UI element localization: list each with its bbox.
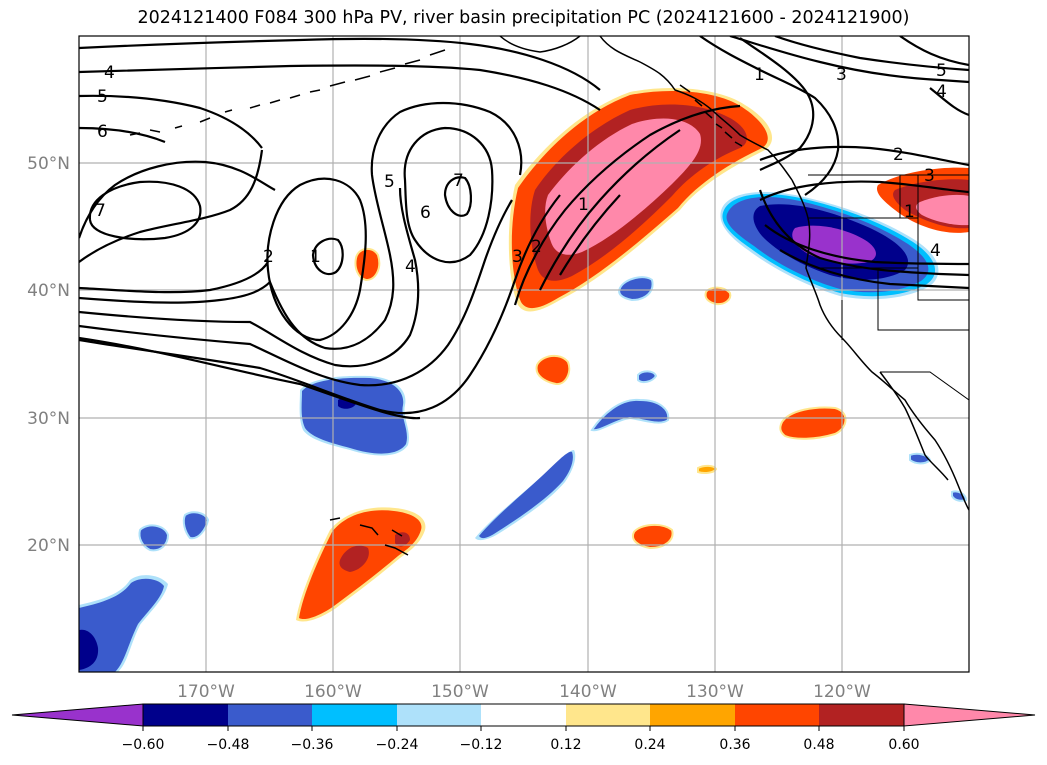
contour-label-4-east: 4	[930, 241, 941, 261]
map-title: 2024121400 F084 300 hPa PV, river basin …	[137, 8, 910, 28]
contour-label-2-east: 2	[893, 145, 904, 165]
lon-tick-120w: 120°W	[813, 682, 871, 702]
colorbar-tick-7: 0.24	[634, 737, 665, 753]
colorbar-tick-8: 0.36	[719, 737, 750, 753]
colorbar-bin-9	[819, 704, 904, 726]
lon-tick-130w: 130°W	[686, 682, 744, 702]
plot-area	[79, 36, 969, 672]
colorbar-bin-8	[735, 704, 819, 726]
contour-label-5-ridge: 5	[384, 172, 395, 192]
negative-anomaly-subtropical-band	[138, 276, 968, 552]
contour-label-2-trough: 2	[263, 247, 274, 267]
lat-tick-30n: 30°N	[27, 409, 70, 429]
colorbar-bin-4	[397, 704, 481, 726]
lon-tick-150w: 150°W	[431, 682, 489, 702]
contour-label-5-ne: 5	[936, 61, 947, 81]
lat-tick-50n: 50°N	[27, 154, 70, 174]
contour-label-3-ar: 3	[512, 247, 523, 267]
colorbar-frame	[142, 703, 905, 727]
colorbar-bin-6	[566, 704, 650, 726]
colorbar: −0.60 −0.48 −0.36 −0.24 −0.12 0.12 0.24 …	[11, 703, 1036, 753]
latitude-axis: 50°N 40°N 30°N 20°N	[27, 154, 70, 556]
contour-label-7-west: 7	[95, 201, 106, 221]
contour-label-5-west: 5	[97, 87, 108, 107]
colorbar-bin-3	[312, 704, 397, 726]
colorbar-bin-5	[481, 704, 566, 726]
contour-label-2-ar: 2	[531, 237, 542, 257]
longitude-axis: 170°W 160°W 150°W 140°W 130°W 120°W	[177, 682, 871, 702]
gridlines	[79, 36, 969, 672]
contour-label-1-ar: 1	[578, 195, 589, 215]
contour-label-4-west: 4	[104, 63, 115, 83]
contour-labels: 4 5 6 7 2 1 5 6 7 4 3 2 1 1 3 5 4 2 3 1 …	[95, 61, 947, 277]
lon-tick-160w: 160°W	[304, 682, 362, 702]
contour-label-1-ne: 1	[754, 65, 765, 85]
colorbar-bin-7	[650, 704, 735, 726]
colorbar-tick-1: −0.60	[122, 737, 165, 753]
colorbar-tick-10: 0.60	[888, 737, 919, 753]
colorbar-tick-9: 0.48	[803, 737, 834, 753]
colorbar-tick-5: −0.12	[460, 737, 503, 753]
lon-tick-170w: 170°W	[177, 682, 235, 702]
contour-label-3-east: 3	[924, 166, 935, 186]
contour-label-3-ne: 3	[836, 65, 847, 85]
positive-anomaly-small-cells	[354, 247, 847, 550]
contour-label-4-ne: 4	[936, 82, 947, 102]
pv-contours	[79, 36, 969, 420]
colorbar-tick-2: −0.48	[207, 737, 250, 753]
contour-label-1-east: 1	[904, 202, 915, 222]
negative-anomaly-sw-corner	[79, 575, 168, 672]
contour-label-1-trough: 1	[310, 247, 321, 267]
colorbar-bin-2	[228, 704, 312, 726]
colorbar-tick-3: −0.36	[291, 737, 334, 753]
colorbar-tick-6: 0.12	[550, 737, 581, 753]
colorbar-extend-low	[11, 703, 144, 727]
colorbar-bin-1	[143, 704, 228, 726]
colorbar-tick-4: −0.24	[376, 737, 419, 753]
contour-label-6-west: 6	[97, 122, 108, 142]
contour-label-6-ridge: 6	[420, 203, 431, 223]
colorbar-extend-high	[903, 703, 1036, 727]
negative-anomaly-central-pacific	[299, 375, 409, 456]
lon-tick-140w: 140°W	[559, 682, 617, 702]
lat-tick-20n: 20°N	[27, 536, 70, 556]
positive-anomaly-hawaii	[296, 507, 426, 622]
lat-tick-40n: 40°N	[27, 281, 70, 301]
contour-label-7-ridge: 7	[453, 171, 464, 191]
plot-frame	[78, 35, 970, 673]
contour-label-4-ridge: 4	[405, 257, 416, 277]
